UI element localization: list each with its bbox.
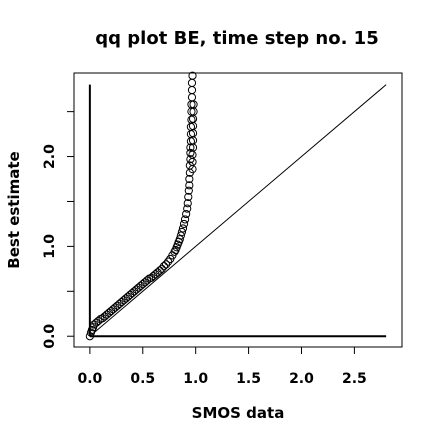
x-tick-label: 1.5 [236,371,261,387]
qq-point [94,316,103,326]
reference-line [89,84,387,337]
qq-point [186,143,195,152]
qq-point [186,148,195,158]
plot-frame [73,72,403,348]
qq-point [155,266,164,275]
qq-point [178,224,188,233]
x-tick-label: 0.0 [77,371,102,387]
qq-point [159,262,169,271]
qq-point [189,100,198,109]
qq-point [170,247,179,256]
qq-point [188,150,197,159]
x-tick-label: 2.0 [289,371,314,387]
qq-point [164,257,173,266]
qq-point [161,260,171,269]
qq-point [175,235,184,244]
qq-point [185,174,194,184]
qq-point [142,276,152,285]
qq-point [180,215,190,224]
x-axis-title: SMOS data [192,404,285,422]
qq-point [183,199,192,208]
qq-point [157,264,166,273]
qq-point [176,231,185,240]
qq-point [183,204,192,213]
qq-point [187,93,197,102]
qq-point [182,209,191,219]
qq-point [185,181,194,190]
qq-point [184,192,193,202]
qq-point [188,71,197,80]
qq-point [186,155,195,164]
x-tick-label: 1.0 [183,371,208,387]
qq-point [187,85,197,95]
chart-title: qq plot BE, time step no. 15 [95,28,378,49]
y-axis-title: Best estimate [5,151,23,268]
x-tick-label: 0.5 [130,371,155,387]
x-tick-label: 2.5 [342,371,367,387]
y-tick-label: 0.0 [42,324,58,349]
plot-marks: 0.0 0.5 1.0 1.5 2.0 2.5 0.0 1.0 2.0 [42,71,387,387]
qq-point [184,186,193,195]
y-tick-label: 1.0 [42,234,58,259]
qq-point [179,219,189,229]
qq-point [177,227,187,237]
qq-point [187,78,197,87]
y-tick-label: 2.0 [42,144,58,169]
qq-point [187,115,196,124]
